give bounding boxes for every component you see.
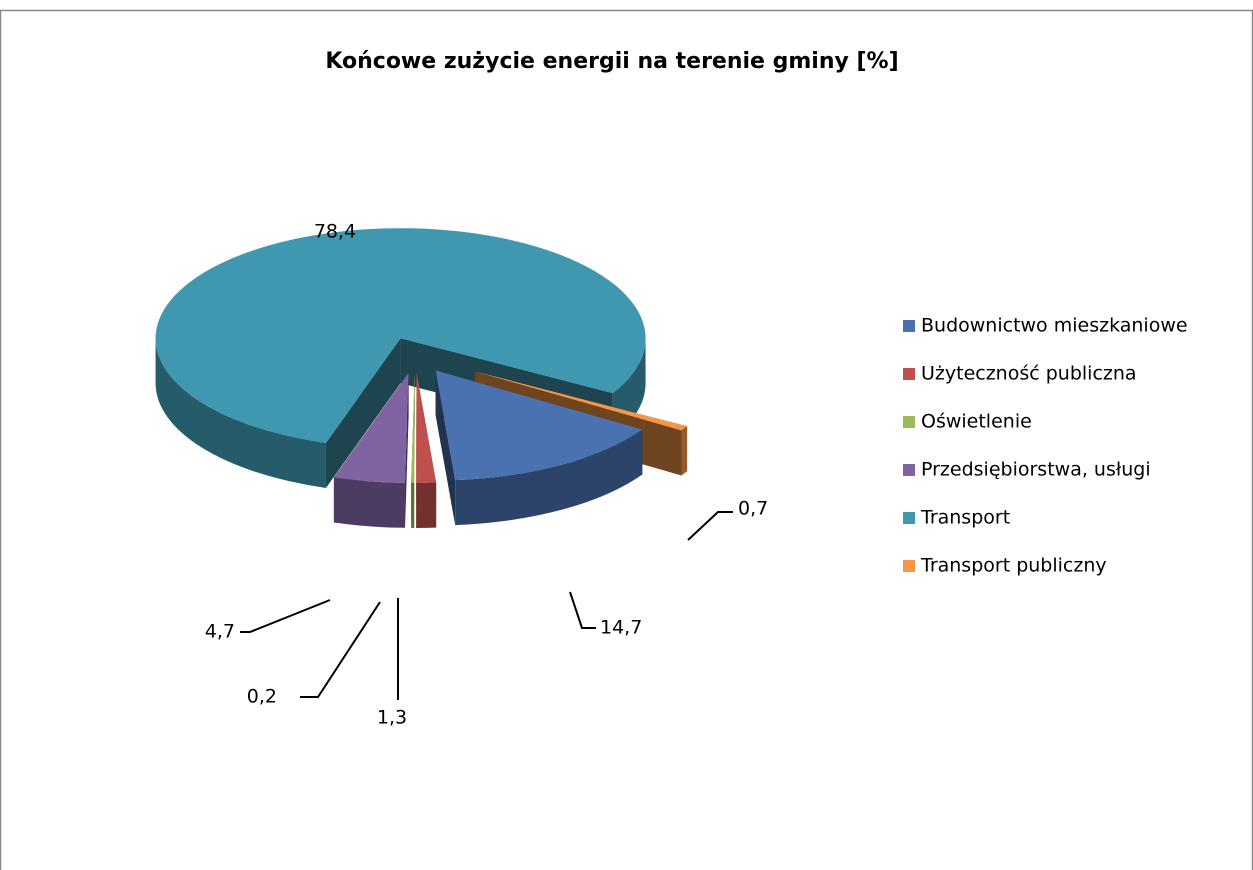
leader-line bbox=[300, 601, 381, 698]
data-label: 78,4 bbox=[314, 221, 356, 243]
data-label: 0,7 bbox=[738, 498, 768, 520]
leader-line bbox=[240, 599, 331, 633]
legend-label: Oświetlenie bbox=[921, 411, 1032, 433]
legend-label: Użyteczność publiczna bbox=[921, 363, 1137, 385]
slice-side bbox=[681, 426, 688, 476]
leader-line bbox=[687, 511, 733, 541]
slice bbox=[411, 372, 415, 528]
slice-side bbox=[333, 477, 406, 528]
slice bbox=[474, 371, 688, 431]
slice-cut-face bbox=[325, 338, 401, 488]
slice-side bbox=[411, 482, 415, 528]
data-label: 14,7 bbox=[600, 617, 642, 639]
slice bbox=[333, 372, 409, 528]
slice-side bbox=[155, 338, 326, 488]
leader-line bbox=[569, 591, 596, 629]
slice-side bbox=[455, 429, 643, 526]
slice-cut-face bbox=[435, 370, 456, 526]
legend-swatch bbox=[903, 368, 915, 380]
slice bbox=[155, 228, 646, 443]
legend-swatch bbox=[903, 464, 915, 476]
data-label: 0,2 bbox=[247, 686, 277, 708]
data-label: 4,7 bbox=[205, 621, 235, 643]
slice bbox=[411, 372, 415, 483]
chart-title: Końcowe zużycie energii na terenie gminy… bbox=[325, 49, 898, 74]
legend-label: Budownictwo mieszkaniowe bbox=[921, 315, 1188, 337]
legend-swatch bbox=[903, 416, 915, 428]
slice bbox=[435, 370, 643, 481]
slice bbox=[416, 372, 437, 483]
legend-label: Przedsiębiorstwa, usługi bbox=[921, 459, 1151, 481]
slice bbox=[435, 370, 643, 526]
legend-swatch bbox=[903, 320, 915, 332]
legend-label: Transport bbox=[920, 507, 1010, 529]
data-label: 1,3 bbox=[377, 707, 407, 729]
legend-swatch bbox=[903, 560, 915, 572]
legend-swatch bbox=[903, 512, 915, 524]
slice-side bbox=[416, 482, 437, 528]
slice bbox=[416, 372, 437, 528]
slice bbox=[333, 372, 409, 483]
legend-label: Transport publiczny bbox=[920, 555, 1107, 577]
